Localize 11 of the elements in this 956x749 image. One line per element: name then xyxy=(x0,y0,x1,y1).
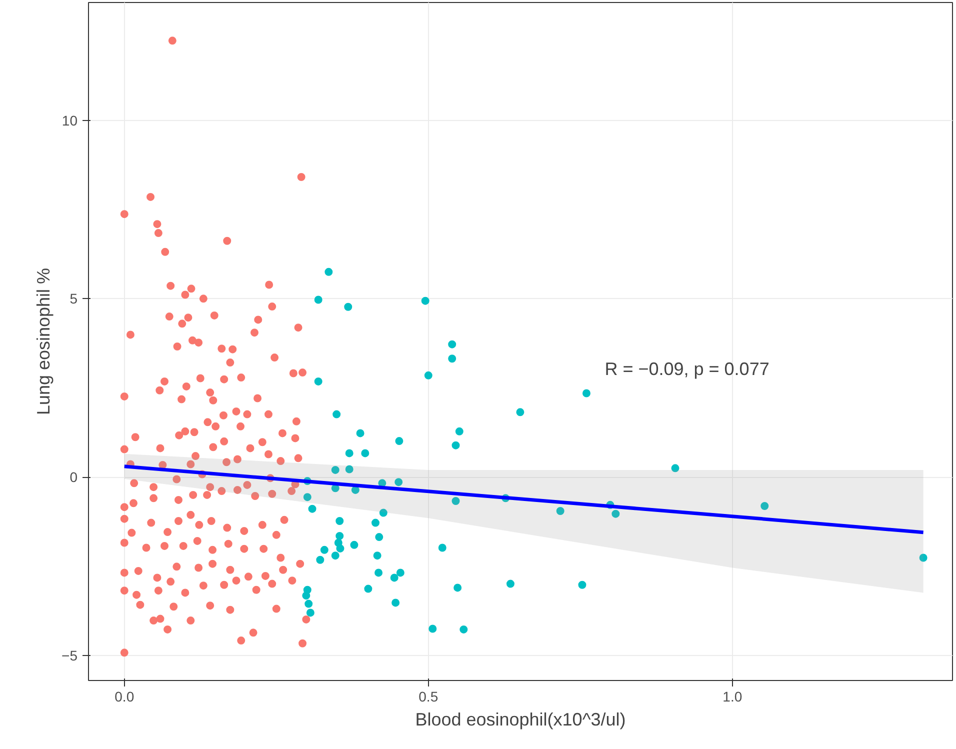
line-series xyxy=(122,464,926,534)
x-axis-title: Blood eosinophil(x10^3/ul) xyxy=(415,710,626,730)
y-tick-label: 5 xyxy=(70,290,78,307)
y-tick-label: 0 xyxy=(70,469,78,486)
y-axis-title: Lung eosinophil % xyxy=(34,268,54,416)
y-tick-label: 10 xyxy=(62,112,78,128)
x-tick-label: 0.5 xyxy=(418,688,438,704)
x-tick-label: 1.0 xyxy=(722,688,742,704)
x-tick-label: 0.0 xyxy=(114,688,134,704)
y-tick-label: −5 xyxy=(62,648,78,664)
annotation: R = −0.09, p = 0.077 xyxy=(604,358,770,379)
